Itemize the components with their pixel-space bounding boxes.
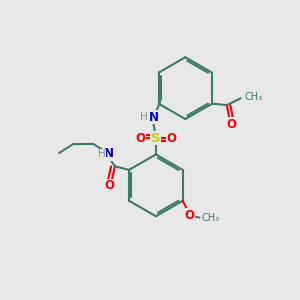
- Text: S: S: [151, 132, 161, 145]
- Text: N: N: [104, 148, 114, 160]
- Text: H: H: [140, 112, 148, 122]
- Text: N: N: [149, 110, 159, 124]
- Text: CH₃: CH₃: [202, 214, 220, 224]
- Text: O: O: [226, 118, 236, 131]
- Text: H: H: [98, 149, 105, 159]
- Text: O: O: [166, 132, 176, 145]
- Text: O: O: [105, 179, 115, 192]
- Text: O: O: [184, 209, 194, 222]
- Text: CH₃: CH₃: [244, 92, 262, 102]
- Text: O: O: [136, 132, 146, 145]
